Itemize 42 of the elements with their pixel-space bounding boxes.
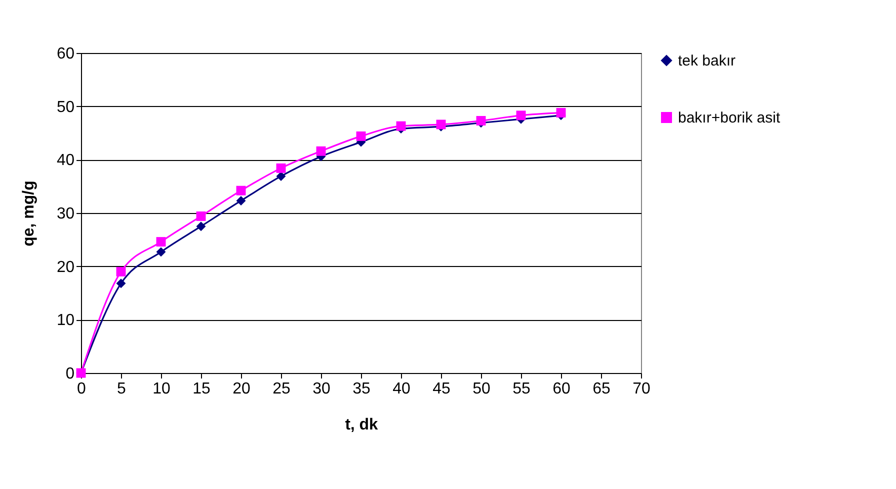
- x-tick-label: 65: [592, 380, 610, 398]
- point: [356, 131, 366, 141]
- x-tick-label: 0: [77, 380, 86, 398]
- y-axis-title: qe, mg/g: [20, 180, 38, 246]
- x-tick-label: 25: [272, 380, 290, 398]
- x-tick-label: 40: [392, 380, 410, 398]
- point: [236, 186, 246, 196]
- x-tick-label: 10: [152, 380, 170, 398]
- y-tick-label: 0: [66, 366, 75, 382]
- point: [276, 163, 286, 173]
- x-tick-label: 60: [552, 380, 570, 398]
- y-tick-label: 40: [56, 152, 75, 170]
- x-tick-label: 45: [432, 380, 450, 398]
- x-tick-label: 55: [512, 380, 530, 398]
- point: [316, 146, 326, 156]
- x-tick-label: 20: [232, 380, 250, 398]
- point: [116, 278, 126, 288]
- point: [476, 116, 486, 126]
- x-axis-title: t, dk: [345, 416, 378, 434]
- point: [276, 171, 286, 181]
- x-tick-label: 30: [312, 380, 330, 398]
- x-tick-label: 70: [632, 380, 650, 398]
- y-tick-label: 60: [56, 46, 75, 62]
- x-tick-label: 50: [472, 380, 490, 398]
- x-tick-label: 5: [117, 380, 126, 398]
- point: [516, 110, 526, 120]
- point: [156, 247, 166, 257]
- point: [196, 211, 206, 221]
- point: [396, 121, 406, 131]
- y-tick-label: 30: [56, 206, 75, 222]
- point: [556, 108, 566, 118]
- x-tick-label: 35: [352, 380, 370, 398]
- point: [196, 222, 206, 232]
- legend-label: tek bakır: [678, 52, 736, 70]
- point: [236, 196, 246, 206]
- legend-label: bakır+borik asit: [678, 110, 781, 126]
- y-tick-label: 10: [56, 312, 75, 330]
- y-tick-label: 20: [56, 258, 75, 276]
- point: [116, 266, 126, 276]
- y-tick-label: 50: [56, 98, 75, 116]
- point: [156, 237, 166, 247]
- x-tick-label: 15: [192, 380, 210, 398]
